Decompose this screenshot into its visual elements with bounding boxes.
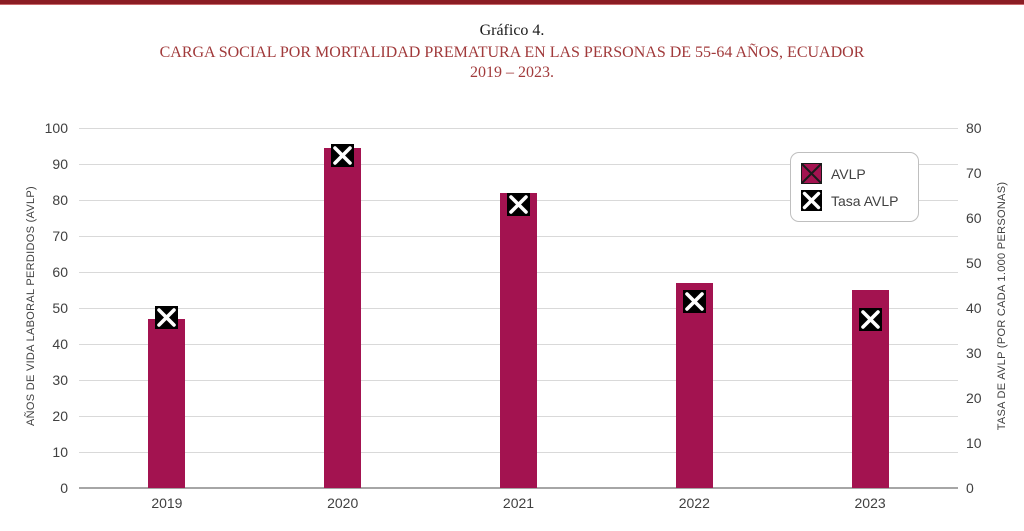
top-border-dark [0,0,1024,4]
gridline-90 [79,163,958,165]
right-axis-tick-70: 70 [966,165,982,181]
right-axis-tick-60: 60 [966,210,982,226]
left-axis-tick-30: 30 [52,372,68,388]
bar-2022 [675,282,713,488]
right-axis-tick-80: 80 [966,120,982,136]
left-axis-tick-60: 60 [52,264,68,280]
left-axis-tick-20: 20 [52,408,68,424]
x-axis-label-2023: 2023 [854,495,886,511]
right-axis-tick-40: 40 [966,300,982,316]
left-axis-tick-10: 10 [52,444,68,460]
legend: AVLP Tasa AVLP [790,152,919,222]
tasa-marker-2022 [682,289,706,313]
bar-2020 [324,147,362,488]
avlp-bar-legend-icon [801,163,822,184]
tasa-marker-2020 [331,143,355,167]
figure-number: Gráfico 4. [479,22,545,39]
bar-2021 [500,192,537,488]
x-axis-label-2021: 2021 [502,495,535,511]
gridline-100 [79,127,958,129]
x-axis-label-2022: 2022 [678,495,710,511]
right-axis-tick-20: 20 [966,390,982,406]
left-axis-tick-80: 80 [52,192,68,208]
tasa-avlp-marker-legend-icon [801,190,822,211]
legend-label-avlp: AVLP [831,165,866,182]
right-axis-tick-0: 0 [966,480,974,496]
tasa-marker-2021 [507,193,530,216]
left-axis-tick-40: 40 [52,336,68,352]
figure-period: 2019 – 2023. [470,64,554,81]
bar-2019 [148,318,186,488]
left-axis-tick-0: 0 [60,480,68,496]
right-axis-tick-30: 30 [966,345,982,361]
legend-entry-tasa-avlp: Tasa AVLP [801,190,908,211]
left-axis-tick-50: 50 [52,300,68,316]
tasa-marker-2019 [155,305,179,329]
figure-title: CARGA SOCIAL POR MORTALIDAD PREMATURA EN… [159,44,865,61]
x-axis-label-2020: 2020 [327,495,359,511]
legend-entry-avlp: AVLP [801,163,908,184]
tasa-marker-2023 [858,307,882,331]
right-axis-tick-10: 10 [966,435,982,451]
left-axis-tick-90: 90 [52,156,68,172]
legend-label-tasa-avlp: Tasa AVLP [831,192,899,209]
left-axis-tick-100: 100 [44,120,68,136]
x-axis-label-2019: 2019 [151,495,183,511]
gridline-0 [79,487,958,489]
left-axis-tick-70: 70 [52,228,68,244]
top-border-light [0,4,1024,5]
right-axis-tick-50: 50 [966,255,982,271]
